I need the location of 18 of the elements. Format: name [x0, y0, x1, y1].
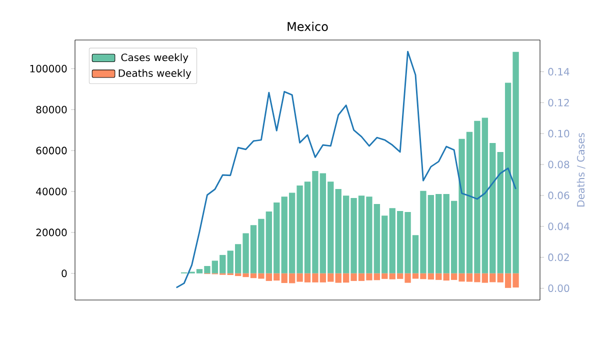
y-tick-label: 20000 [36, 228, 67, 236]
y2-tick-label: 0.00 [548, 284, 570, 292]
y2-tick-label: 0.12 [548, 98, 569, 106]
y2-tick-label: 0.04 [548, 222, 570, 230]
y-tick-label: 60000 [36, 146, 67, 154]
y-tick-label: 80000 [36, 106, 67, 114]
y-tick-label: 100000 [30, 64, 67, 72]
y2-axis-title: Deaths / Cases [576, 133, 586, 206]
y2-tick-label: 0.14 [548, 68, 570, 76]
y-tick-label: 40000 [36, 188, 67, 196]
y2-tick-label: 0.08 [548, 160, 570, 168]
chart-title: Mexico [288, 22, 328, 32]
y2-tick-label: 0.02 [548, 254, 569, 262]
legend-label: Cases weekly [121, 53, 188, 64]
y-tick-label: 0 [62, 270, 67, 278]
y2-tick-label: 0.10 [548, 130, 570, 138]
y2-tick-label: 0.06 [548, 192, 570, 200]
legend-label: Deaths weekly [118, 69, 192, 79]
